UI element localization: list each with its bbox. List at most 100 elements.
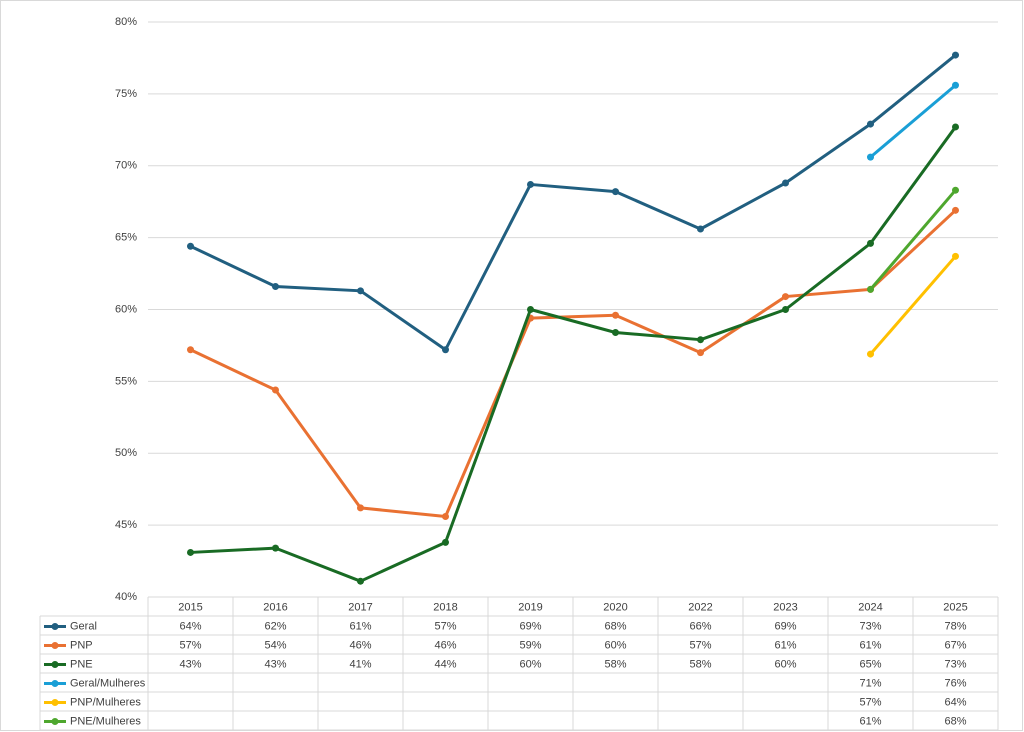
data-point xyxy=(782,179,789,187)
table-value: 44% xyxy=(434,658,456,670)
data-point xyxy=(187,242,194,250)
table-value: 60% xyxy=(519,658,541,670)
series-line xyxy=(869,255,957,356)
table-value: 73% xyxy=(859,620,881,632)
table-value: 57% xyxy=(859,696,881,708)
table-value: 68% xyxy=(604,620,626,632)
data-point xyxy=(867,239,874,247)
y-tick-label: 75% xyxy=(115,88,137,100)
y-tick-label: 55% xyxy=(115,375,137,387)
table-value: 68% xyxy=(944,715,966,727)
table-value: 46% xyxy=(434,639,456,651)
x-tick-label: 2025 xyxy=(943,601,967,613)
x-tick-label: 2024 xyxy=(858,601,882,613)
table-value: 61% xyxy=(859,639,881,651)
legend-label: PNP/Mulheres xyxy=(70,696,141,708)
table-value: 41% xyxy=(349,658,371,670)
y-tick-label: 70% xyxy=(115,160,137,172)
x-tick-label: 2016 xyxy=(263,601,287,613)
data-point xyxy=(187,346,194,354)
x-tick-label: 2020 xyxy=(603,601,627,613)
table-value: 61% xyxy=(349,620,371,632)
y-tick-label: 40% xyxy=(115,591,137,603)
data-point xyxy=(357,577,364,585)
table-value: 57% xyxy=(689,639,711,651)
data-point xyxy=(442,346,449,354)
series-line xyxy=(869,84,957,159)
series-line xyxy=(189,53,957,352)
data-point xyxy=(442,513,449,520)
data-point xyxy=(867,120,874,128)
table-value: 71% xyxy=(859,677,881,689)
data-point xyxy=(952,186,959,194)
data-point xyxy=(867,153,874,161)
data-point xyxy=(952,123,959,131)
table-value: 46% xyxy=(349,639,371,651)
table-value: 65% xyxy=(859,658,881,670)
legend-label: Geral xyxy=(70,620,97,632)
data-point xyxy=(697,336,704,344)
table-value: 78% xyxy=(944,620,966,632)
table-value: 54% xyxy=(264,639,286,651)
data-point xyxy=(272,544,279,552)
data-point xyxy=(612,188,619,196)
x-tick-label: 2019 xyxy=(518,601,542,613)
legend-label: Geral/Mulheres xyxy=(70,677,146,689)
data-point xyxy=(952,252,959,260)
table-value: 64% xyxy=(944,696,966,708)
data-point xyxy=(952,81,959,89)
data-point xyxy=(357,287,364,295)
data-point xyxy=(272,386,279,394)
data-point xyxy=(527,306,534,313)
x-tick-label: 2015 xyxy=(178,601,202,613)
table-value: 60% xyxy=(774,658,796,670)
legend-label: PNP xyxy=(70,639,93,651)
table-value: 58% xyxy=(689,658,711,670)
data-point xyxy=(697,225,704,233)
y-tick-label: 45% xyxy=(115,519,137,531)
table-value: 57% xyxy=(434,620,456,632)
data-point xyxy=(442,538,449,546)
table-value: 61% xyxy=(859,715,881,727)
legend-swatch-dot xyxy=(51,623,59,630)
table-value: 58% xyxy=(604,658,626,670)
table-value: 76% xyxy=(944,677,966,689)
legend-label: PNE xyxy=(70,658,93,670)
series-line xyxy=(189,209,957,518)
table-value: 57% xyxy=(179,639,201,651)
data-point xyxy=(782,293,789,301)
legend-swatch-dot xyxy=(51,699,59,706)
table-value: 61% xyxy=(774,639,796,651)
data-point xyxy=(357,504,364,512)
table-value: 60% xyxy=(604,639,626,651)
y-tick-label: 80% xyxy=(115,16,137,28)
table-value: 69% xyxy=(519,620,541,632)
data-point xyxy=(272,283,279,290)
data-point xyxy=(697,349,704,357)
data-point xyxy=(867,285,874,293)
table-value: 59% xyxy=(519,639,541,651)
table-value: 43% xyxy=(179,658,201,670)
table-value: 66% xyxy=(689,620,711,632)
data-point xyxy=(867,350,874,358)
y-tick-label: 60% xyxy=(115,303,137,315)
data-point xyxy=(952,51,959,59)
x-tick-label: 2023 xyxy=(773,601,797,613)
x-tick-label: 2022 xyxy=(688,601,712,613)
table-value: 43% xyxy=(264,658,286,670)
x-tick-label: 2018 xyxy=(433,601,457,613)
data-point xyxy=(782,306,789,313)
legend-swatch-dot xyxy=(51,680,59,687)
data-point xyxy=(612,311,619,319)
data-point xyxy=(952,206,959,214)
legend-label: PNE/Mulheres xyxy=(70,715,141,727)
table-value: 73% xyxy=(944,658,966,670)
legend-swatch-dot xyxy=(51,642,59,649)
series-line xyxy=(190,126,957,583)
series-line xyxy=(869,189,957,291)
data-point xyxy=(187,548,194,556)
legend-swatch-dot xyxy=(51,661,59,668)
y-tick-label: 50% xyxy=(115,447,137,459)
table-value: 62% xyxy=(264,620,286,632)
